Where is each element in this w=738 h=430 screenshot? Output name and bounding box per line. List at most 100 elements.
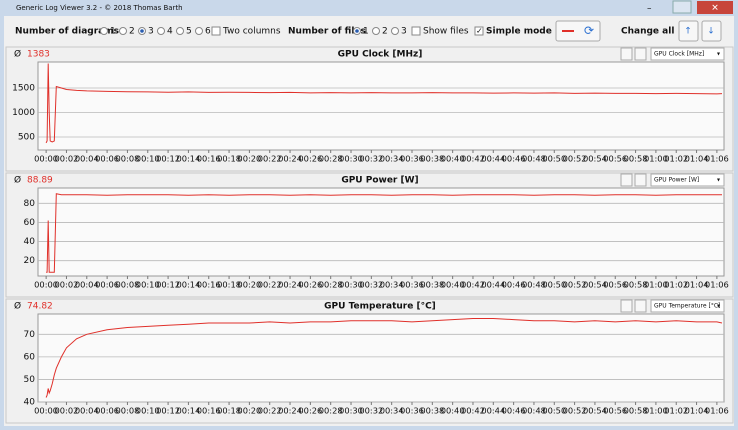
x-tick-label: 00:30 <box>339 154 363 164</box>
down-icon: ↓ <box>707 27 715 37</box>
x-tick-label: 01:06 <box>705 406 729 416</box>
simple-mode-label: Simple mode <box>486 27 552 37</box>
x-tick-label: 01:04 <box>685 406 709 416</box>
x-tick-label: 00:16 <box>197 154 221 164</box>
close-button[interactable] <box>697 1 733 14</box>
diagram-options: 1 2 3 4 5 6 <box>100 27 211 37</box>
radio-label: 1 <box>363 27 369 37</box>
series-selector-text: GPU Temperature [°C] <box>654 303 720 310</box>
x-tick-label: 01:06 <box>705 154 729 164</box>
x-tick-label: 00:14 <box>176 280 200 290</box>
maximize-button[interactable] <box>672 0 692 14</box>
x-tick-label: 00:16 <box>197 280 221 290</box>
x-tick-label: 00:38 <box>420 280 444 290</box>
average-symbol: Ø <box>14 49 21 60</box>
radio-button[interactable] <box>157 27 165 35</box>
x-tick-label: 00:54 <box>583 154 607 164</box>
x-tick-label: 00:44 <box>481 154 505 164</box>
y-tick-label: 40 <box>24 237 36 247</box>
x-tick-label: 00:14 <box>176 406 200 416</box>
x-tick-label: 00:22 <box>258 280 282 290</box>
x-tick-label: 01:00 <box>644 406 668 416</box>
x-tick-label: 00:26 <box>298 154 322 164</box>
x-tick-label: 00:48 <box>522 154 546 164</box>
simple-mode-checkbox[interactable] <box>474 26 484 36</box>
series-selector[interactable] <box>650 173 725 187</box>
y-tick-label: 70 <box>24 330 36 340</box>
radio-button[interactable] <box>176 27 184 35</box>
series-selector[interactable] <box>650 299 725 313</box>
x-tick-label: 00:54 <box>583 406 607 416</box>
diagrams-label: Number of diagrams <box>15 27 119 37</box>
x-tick-label: 00:26 <box>298 406 322 416</box>
x-tick-label: 00:12 <box>156 406 180 416</box>
x-tick-label: 00:46 <box>502 154 526 164</box>
x-tick-label: 01:06 <box>705 280 729 290</box>
up-button[interactable] <box>620 47 633 61</box>
x-tick-label: 00:14 <box>176 154 200 164</box>
series-selector[interactable] <box>650 47 725 61</box>
y-tick-label: 60 <box>24 218 36 228</box>
up-button[interactable] <box>620 173 633 187</box>
down-button[interactable] <box>634 47 647 61</box>
x-tick-label: 00:08 <box>115 154 139 164</box>
chart-title: GPU Power [W] <box>341 176 418 186</box>
x-tick-label: 00:02 <box>54 280 78 290</box>
radio-button[interactable] <box>119 27 127 35</box>
radio-button[interactable] <box>195 27 203 35</box>
chart-title: GPU Temperature [°C] <box>324 302 436 312</box>
average-symbol: Ø <box>14 175 21 186</box>
x-tick-label: 00:50 <box>542 406 566 416</box>
x-tick-label: 00:04 <box>75 406 99 416</box>
down-button[interactable] <box>634 299 647 313</box>
show-files-checkbox[interactable] <box>411 26 421 36</box>
up-button[interactable] <box>620 299 633 313</box>
down-button[interactable] <box>701 20 722 42</box>
x-tick-label: 00:24 <box>278 154 302 164</box>
up-button[interactable] <box>678 20 699 42</box>
x-tick-label: 00:06 <box>95 406 119 416</box>
x-tick-label: 00:04 <box>75 154 99 164</box>
x-tick-label: 00:40 <box>441 406 465 416</box>
y-tick-label: 50 <box>24 375 36 385</box>
x-tick-label: 00:24 <box>278 280 302 290</box>
x-tick-label: 00:20 <box>237 280 261 290</box>
x-tick-label: 00:34 <box>380 406 404 416</box>
x-tick-label: 00:08 <box>115 406 139 416</box>
x-tick-label: 00:36 <box>400 406 424 416</box>
data-line <box>45 318 723 398</box>
x-tick-label: 00:36 <box>400 280 424 290</box>
x-tick-label: 00:56 <box>603 280 627 290</box>
x-tick-label: 00:16 <box>197 406 221 416</box>
x-tick-label: 00:34 <box>380 154 404 164</box>
x-tick-label: 00:06 <box>95 154 119 164</box>
average-value: 74.82 <box>27 302 53 312</box>
x-tick-label: 00:40 <box>441 280 465 290</box>
plot-area <box>37 187 725 277</box>
radio-button[interactable] <box>100 27 108 35</box>
y-tick-label: 20 <box>24 256 36 266</box>
radio-label: 1 <box>110 27 116 37</box>
x-tick-label: 00:52 <box>563 406 587 416</box>
x-tick-label: 00:08 <box>115 280 139 290</box>
y-tick-label: 80 <box>24 199 36 209</box>
down-button[interactable] <box>634 173 647 187</box>
y-tick-label: 40 <box>24 398 36 408</box>
x-tick-label: 00:38 <box>420 154 444 164</box>
two-columns-checkbox[interactable] <box>211 26 221 36</box>
radio-button[interactable] <box>391 27 399 35</box>
radio-label: 3 <box>401 27 407 37</box>
x-tick-label: 00:42 <box>461 406 485 416</box>
x-tick-label: 00:44 <box>481 280 505 290</box>
radio-label: 5 <box>186 27 192 37</box>
plot-area <box>37 313 725 403</box>
dropdown-arrow: ▾ <box>717 51 720 58</box>
x-tick-label: 00:38 <box>420 406 444 416</box>
minimize-button[interactable]: – <box>647 4 652 14</box>
x-tick-label: 00:50 <box>542 280 566 290</box>
color-button[interactable] <box>555 20 601 42</box>
average-value: 1383 <box>27 50 50 60</box>
x-tick-label: 00:10 <box>136 280 160 290</box>
radio-button[interactable] <box>372 27 380 35</box>
average-value: 88.89 <box>27 176 53 186</box>
